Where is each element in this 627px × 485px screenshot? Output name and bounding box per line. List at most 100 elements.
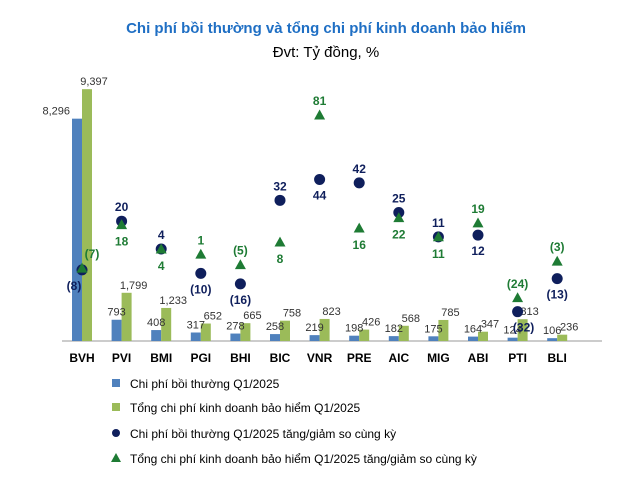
label-total-change-pre: 16 [353, 238, 367, 252]
label-claims-bic: 258 [266, 321, 284, 333]
point-total-change-aic [393, 212, 405, 223]
label-total-change-pgi: 1 [197, 233, 204, 247]
label-total-change-abi: 19 [471, 202, 485, 216]
label-claims-change-pvi: 20 [115, 200, 129, 214]
bar-claims-pvi [111, 319, 122, 341]
x-tick-bic: BIC [270, 351, 291, 365]
label-total-cost-aic: 568 [402, 313, 420, 325]
label-claims-mig: 175 [424, 323, 442, 335]
legend-swatch-claims-change [112, 429, 120, 437]
chart-subtitle: Đvt: Tỷ đồng, % [273, 44, 379, 61]
bar-claims-mig [428, 336, 439, 341]
label-claims-change-aic: 25 [392, 192, 406, 206]
legend-swatch-total-change [111, 453, 121, 462]
label-total-cost-vnr: 823 [322, 306, 340, 318]
point-total-change-abi [472, 217, 484, 228]
label-claims-change-pgi: (10) [190, 282, 211, 296]
label-claims-bli: 106 [543, 325, 561, 337]
bar-total-cost-pvi [121, 292, 132, 341]
legend-claims-change: Chi phí bồi thường Q1/2025 tăng/giảm so … [130, 427, 396, 441]
point-total-change-pre [353, 222, 365, 233]
point-total-change-pvi [116, 219, 128, 230]
label-total-cost-pre: 426 [362, 317, 380, 329]
label-claims-change-pre: 42 [353, 162, 367, 176]
x-tick-bmi: BMI [150, 351, 172, 365]
x-tick-mig: MIG [427, 351, 450, 365]
label-total-change-bvh: (7) [85, 247, 100, 261]
label-claims-change-bvh: (8) [67, 279, 82, 293]
x-tick-bli: BLI [548, 351, 567, 365]
bar-total-cost-mig [438, 319, 449, 341]
bar-total-cost-bhi [240, 323, 251, 341]
bar-claims-bic [270, 334, 280, 341]
label-total-cost-bli: 236 [560, 322, 578, 334]
bar-claims-pgi [190, 332, 201, 341]
point-total-change-bli [551, 255, 563, 266]
label-total-change-bli: (3) [550, 240, 565, 254]
bar-total-cost-bic [280, 320, 290, 341]
bar-claims-pre [349, 335, 360, 341]
label-total-cost-pti: 813 [520, 306, 538, 318]
bar-total-cost-pre [359, 329, 370, 341]
label-total-cost-pgi: 652 [204, 311, 222, 323]
point-total-change-vnr [314, 109, 326, 120]
bar-claims-bvh [72, 118, 82, 341]
x-tick-bhi: BHI [230, 351, 251, 365]
label-claims-change-vnr: 44 [313, 188, 327, 202]
x-tick-bvh: BVH [69, 351, 94, 365]
label-total-cost-bvh: 9,397 [80, 76, 108, 88]
bar-total-cost-vnr [319, 318, 330, 341]
label-claims-bhi: 278 [226, 321, 244, 333]
label-total-cost-mig: 785 [441, 307, 459, 319]
label-total-cost-bmi: 1,233 [159, 295, 187, 307]
point-total-change-bvh [76, 262, 88, 273]
x-tick-abi: ABI [468, 351, 489, 365]
bar-total-cost-abi [478, 331, 488, 341]
label-total-change-bmi: 4 [158, 259, 165, 273]
label-claims-vnr: 219 [305, 322, 323, 334]
label-claims-change-mig: 11 [432, 216, 445, 230]
point-claims-change-vnr [314, 173, 326, 185]
point-total-change-pti [512, 292, 524, 303]
label-claims-bmi: 408 [147, 317, 165, 329]
label-claims-change-bmi: 4 [158, 228, 165, 242]
label-claims-aic: 182 [385, 323, 403, 335]
label-total-change-pti: (24) [507, 277, 528, 291]
label-claims-pgi: 317 [187, 320, 205, 332]
x-tick-pti: PTI [508, 351, 527, 365]
legend-swatch-claims [112, 379, 120, 387]
point-claims-change-abi [472, 229, 484, 241]
bar-claims-pti [507, 337, 518, 341]
point-claims-change-pti [512, 306, 524, 318]
label-total-cost-pvi: 1,799 [120, 280, 148, 292]
point-claims-change-bic [274, 194, 286, 206]
label-total-cost-abi: 347 [481, 319, 499, 331]
bar-claims-bhi [230, 333, 241, 341]
label-claims-change-bic: 32 [273, 179, 287, 193]
bar-claims-bmi [151, 330, 162, 341]
point-claims-change-bhi [234, 278, 246, 290]
x-tick-pre: PRE [347, 351, 372, 365]
bar-total-cost-pgi [200, 323, 211, 341]
label-total-change-vnr: 81 [313, 94, 327, 108]
x-tick-vnr: VNR [307, 351, 333, 365]
x-tick-pgi: PGI [190, 351, 211, 365]
bar-total-cost-aic [398, 325, 409, 341]
label-total-change-aic: 22 [392, 228, 406, 242]
legend-total-change: Tổng chi phí kinh doanh bảo hiểm Q1/2025… [130, 452, 477, 466]
bar-claims-vnr [309, 335, 320, 341]
bar-claims-aic [388, 336, 399, 341]
label-total-cost-bic: 758 [283, 308, 301, 320]
legend-total-cost: Tổng chi phí kinh doanh bảo hiểm Q1/2025 [130, 401, 360, 415]
chart-title: Chi phí bồi thường và tổng chi phí kinh … [126, 20, 526, 37]
label-claims-change-pti: (32) [513, 321, 534, 335]
point-total-change-bmi [155, 243, 167, 254]
label-claims-pre: 198 [345, 323, 363, 335]
point-total-change-pgi [195, 248, 207, 259]
label-claims-abi: 164 [464, 324, 482, 336]
bar-claims-abi [468, 336, 478, 341]
label-claims-pvi: 793 [107, 307, 125, 319]
label-total-change-bhi: (5) [233, 244, 248, 258]
point-total-change-bhi [234, 259, 246, 270]
